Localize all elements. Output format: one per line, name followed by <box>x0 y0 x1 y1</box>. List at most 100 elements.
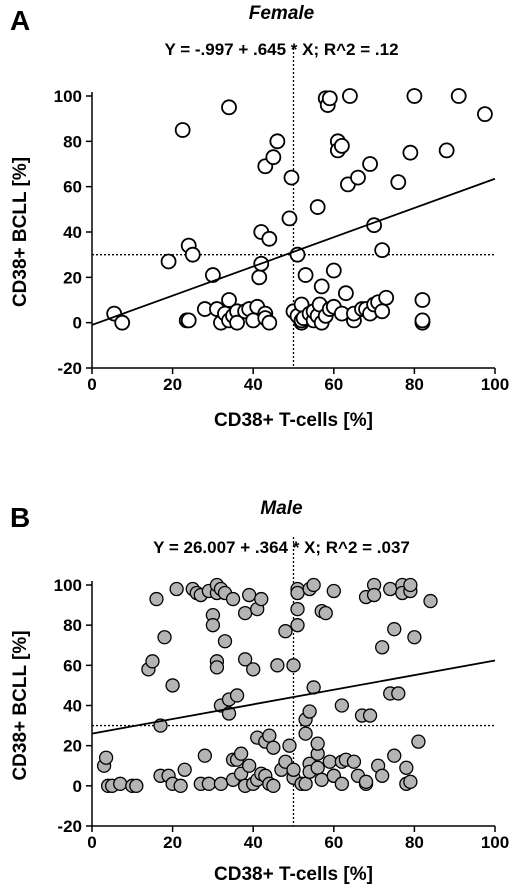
data-point <box>391 686 406 701</box>
data-point <box>411 734 426 749</box>
x-axis-label: CD38+ T-cells [%] <box>214 410 373 431</box>
data-point <box>314 772 329 787</box>
data-point <box>290 618 305 633</box>
panel-label: B <box>10 502 30 533</box>
data-point <box>165 678 180 693</box>
data-point <box>225 591 241 607</box>
data-point <box>362 156 378 172</box>
data-point <box>374 303 391 320</box>
y-tick-label: 60 <box>63 656 82 675</box>
data-point <box>298 726 313 741</box>
x-tick-label: 0 <box>87 833 96 852</box>
data-point <box>286 658 301 673</box>
data-point <box>282 738 297 753</box>
data-point <box>177 762 192 777</box>
data-point <box>366 587 382 603</box>
y-tick-label: -20 <box>57 359 82 378</box>
data-point <box>333 137 350 154</box>
data-point <box>407 630 422 645</box>
data-point <box>246 662 261 677</box>
data-point <box>310 736 325 751</box>
y-tick-label: 0 <box>73 314 82 333</box>
data-point <box>390 174 407 191</box>
y-tick-label: 80 <box>63 132 82 151</box>
data-point <box>229 314 245 331</box>
data-point <box>423 593 438 609</box>
data-point <box>374 242 391 259</box>
data-point <box>375 768 390 783</box>
y-tick-label: 80 <box>63 616 82 635</box>
regression-equation: Y = -.997 + .645 * X; R^2 = .12 <box>164 40 398 59</box>
data-point <box>149 591 164 607</box>
y-tick-label: 20 <box>63 737 82 756</box>
data-point <box>270 658 285 673</box>
data-point <box>205 618 221 633</box>
data-point <box>213 776 229 791</box>
x-tick-label: 40 <box>244 833 263 852</box>
y-tick-label: -20 <box>57 817 82 836</box>
data-point <box>297 267 314 283</box>
data-point <box>342 88 358 104</box>
x-tick-label: 100 <box>481 833 509 852</box>
data-point <box>350 169 366 186</box>
data-point <box>233 746 249 761</box>
y-tick-label: 60 <box>63 178 82 197</box>
chart-title: Male <box>260 498 303 519</box>
regression-line <box>91 659 496 735</box>
data-point <box>262 728 277 743</box>
data-point <box>197 748 212 763</box>
chart-panel-a: A Female Y = -.997 + .645 * X; R^2 = .12 -2… <box>10 3 509 431</box>
data-point <box>334 776 350 791</box>
data-point <box>321 90 338 107</box>
y-tick-label: 100 <box>54 87 82 106</box>
data-point <box>113 776 128 791</box>
data-point <box>209 660 225 675</box>
data-point <box>266 778 281 793</box>
data-point <box>450 88 467 104</box>
chart-panel-b: B Male Y = 26.007 + .364 * X; R^2 = .037 -2… <box>10 498 509 885</box>
data-point <box>309 199 326 215</box>
data-point <box>265 149 282 166</box>
data-point <box>237 605 253 621</box>
data-point <box>180 312 197 329</box>
data-point <box>318 605 333 621</box>
data-point <box>477 106 493 123</box>
y-tick-label: 100 <box>54 576 82 595</box>
data-point <box>174 122 191 138</box>
x-tick-label: 0 <box>87 375 96 394</box>
data-point <box>221 706 237 721</box>
data-point <box>358 774 374 789</box>
data-point <box>406 88 423 104</box>
data-point <box>322 754 337 769</box>
data-point <box>160 253 177 270</box>
data-point <box>362 708 378 723</box>
data-point <box>269 133 286 150</box>
data-point <box>438 142 455 159</box>
data-point <box>114 314 131 331</box>
y-tick-label: 0 <box>73 777 82 796</box>
data-points <box>96 577 438 793</box>
data-point <box>201 776 217 791</box>
data-point <box>346 754 362 769</box>
y-tick-label: 40 <box>63 697 82 716</box>
x-tick-label: 100 <box>481 375 509 394</box>
data-point <box>313 278 330 295</box>
data-point <box>184 246 201 263</box>
data-point <box>221 292 237 308</box>
data-point <box>278 624 293 639</box>
y-axis-label: CD38+ BCLL [%] <box>10 630 31 780</box>
data-point <box>251 269 268 286</box>
data-point <box>387 622 402 637</box>
data-point <box>306 577 321 593</box>
data-point <box>98 750 114 765</box>
data-point <box>157 630 172 645</box>
chart-title: Female <box>249 3 315 24</box>
data-point <box>375 640 390 655</box>
x-tick-label: 80 <box>405 375 424 394</box>
data-point <box>302 704 317 719</box>
data-point <box>229 688 245 703</box>
x-tick-label: 60 <box>324 833 343 852</box>
data-point <box>387 748 402 763</box>
data-point <box>173 778 188 793</box>
